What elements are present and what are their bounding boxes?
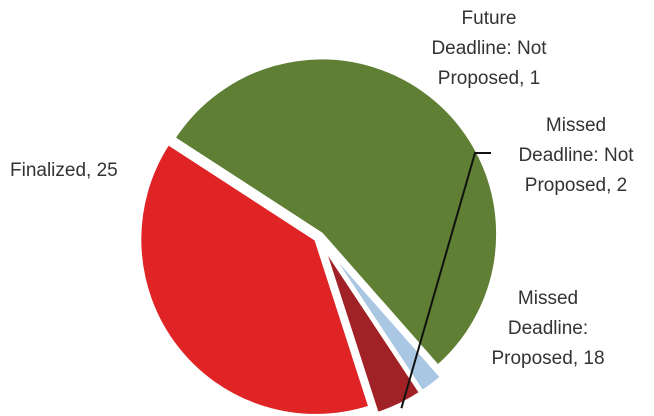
data-label-missed-deadline-proposed: Missed Deadline: Proposed, 18: [491, 288, 604, 369]
data-label-line: Missed: [518, 288, 578, 309]
data-label-line: Proposed, 18: [491, 348, 604, 369]
data-label-line: Missed: [546, 115, 606, 136]
pie-slice-finalized: [172, 56, 500, 368]
data-label-line: Deadline: Not: [431, 38, 547, 59]
data-label-line: Proposed, 2: [525, 175, 627, 196]
data-label-line: Proposed, 1: [438, 68, 540, 89]
pie-slice-missed-deadline-proposed: [138, 142, 372, 416]
data-label-line: Deadline: Not: [518, 145, 634, 166]
pie-slice-future-deadline-not-proposed: [323, 243, 443, 394]
data-label-future-deadline-not-proposed: Future Deadline: Not Proposed, 1: [431, 8, 547, 89]
data-label-line: Finalized, 25: [10, 160, 118, 181]
data-label-missed-deadline-not-proposed: Missed Deadline: Not Proposed, 2: [518, 115, 634, 196]
data-label-line: Future: [462, 8, 517, 29]
pie-slice-missed-deadline-not-proposed: [321, 244, 423, 416]
data-label-line: Deadline:: [508, 318, 588, 339]
data-label-finalized: Finalized, 25: [10, 160, 118, 181]
leader-line-missed-deadline-not-proposed: [400, 152, 491, 409]
